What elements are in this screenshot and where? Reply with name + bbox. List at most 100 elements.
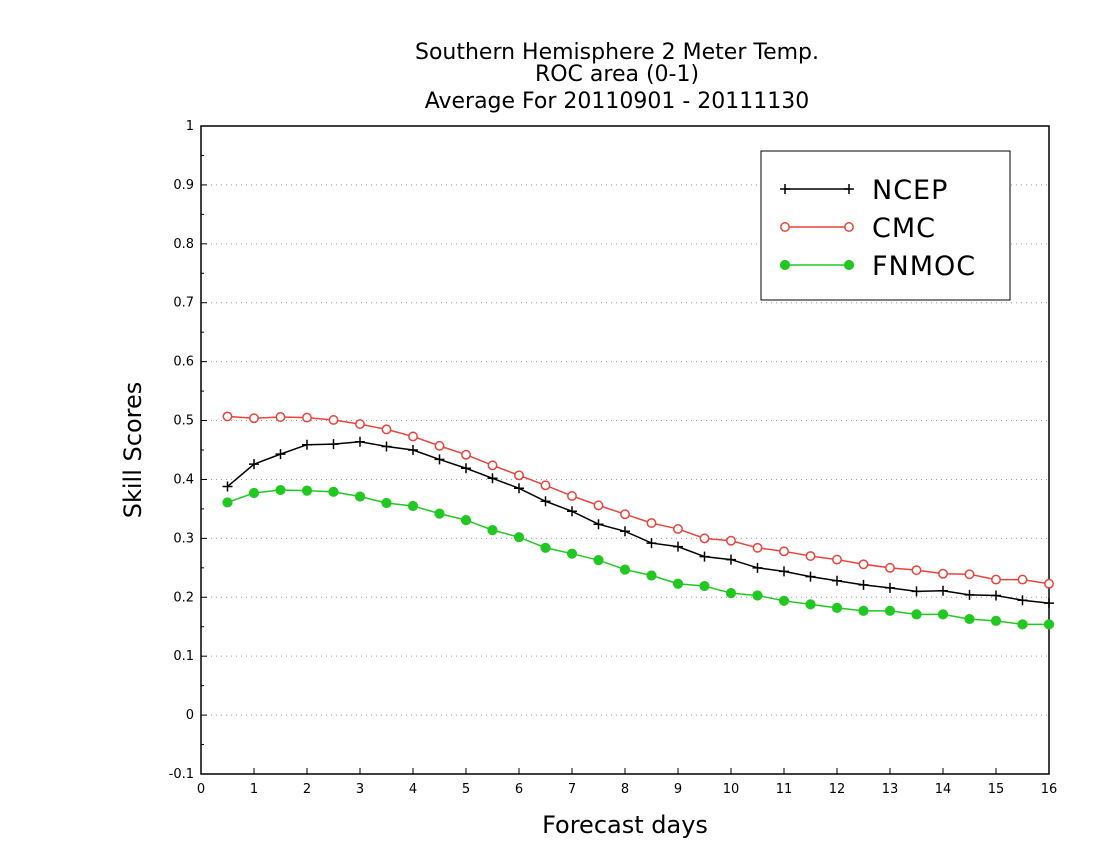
fnmoc-line: [227, 489, 1049, 626]
y-tick-label: 0.1: [173, 649, 194, 664]
y-tick-label: -0.1: [169, 767, 194, 782]
fnmoc-point: [513, 532, 525, 543]
cmc-point: [355, 419, 365, 430]
legend-label-ncep: NCEP: [872, 175, 948, 206]
fnmoc-point: [619, 564, 631, 575]
x-tick-label: 1: [250, 782, 258, 797]
ncep-point: [249, 459, 259, 470]
y-tick-label: 0.4: [173, 472, 194, 487]
fnmoc-point: [646, 570, 657, 581]
ncep-point: [673, 541, 683, 552]
cmc-point: [222, 411, 233, 422]
cmc-point: [964, 569, 975, 580]
x-tick-label: 9: [674, 782, 682, 797]
ncep-point: [567, 506, 577, 517]
y-tick-label: 0.5: [173, 414, 194, 429]
cmc-point: [858, 559, 869, 570]
legend: NCEP CMC FNMOC: [760, 150, 1011, 301]
fnmoc-point: [328, 486, 339, 497]
cmc-point: [673, 523, 683, 534]
fnmoc-point: [699, 580, 710, 592]
fnmoc-point: [222, 497, 233, 508]
ncep-point: [434, 454, 445, 465]
x-tick-label: 2: [303, 782, 311, 797]
fnmoc-point: [752, 590, 763, 601]
cmc-point: [779, 546, 789, 557]
cmc-point: [487, 460, 498, 471]
fnmoc-point: [937, 609, 949, 620]
fnmoc-point: [381, 497, 392, 509]
cmc-point: [302, 412, 312, 423]
cmc-point: [593, 500, 604, 511]
cmc-point: [381, 424, 392, 435]
cmc-point: [991, 574, 1001, 585]
cmc-point: [938, 568, 948, 579]
y-tick-label: 0.8: [173, 237, 194, 252]
cmc-point: [832, 554, 842, 565]
ncep-point: [275, 449, 286, 460]
x-tick-label: 7: [568, 782, 576, 797]
cmc-point: [461, 449, 471, 460]
chart-title-line-3: Average For 20110901 - 20111130: [425, 89, 810, 114]
legend-marker-cmc: [844, 222, 854, 232]
fnmoc-point: [248, 487, 260, 499]
fnmoc-point: [778, 595, 790, 606]
ncep-point: [355, 436, 365, 447]
cmc-point: [911, 565, 922, 576]
y-tick-label: 0.9: [173, 178, 194, 193]
ncep-point: [514, 483, 524, 494]
cmc-point: [726, 535, 736, 546]
cmc-point: [699, 533, 710, 544]
x-tick-label: 10: [723, 782, 740, 797]
fnmoc-point: [805, 599, 816, 610]
cmc-point: [885, 562, 895, 573]
ncep-point: [487, 473, 498, 484]
y-tick-label: 0.6: [173, 355, 194, 370]
x-tick-label: 5: [462, 782, 470, 797]
fnmoc-point: [540, 542, 551, 553]
fnmoc-point: [1043, 619, 1055, 630]
x-tick-label: 6: [515, 782, 523, 797]
ncep-point: [938, 585, 948, 596]
cmc-line: [227, 415, 1050, 585]
fnmoc-point: [354, 491, 366, 502]
cmc-point: [408, 431, 418, 442]
ncep-point: [302, 439, 312, 450]
x-tick-label: 15: [988, 782, 1005, 797]
fnmoc-point: [460, 515, 472, 526]
legend-label-cmc: CMC: [872, 213, 936, 244]
axis-ticks: -0.100.10.20.30.40.50.60.70.80.910 1 2 3 4 5 6…: [169, 119, 1058, 797]
ncep-point: [699, 551, 710, 562]
series-layer: [222, 411, 1055, 630]
ncep-point: [461, 463, 471, 474]
ncep-point: [752, 562, 763, 573]
ncep-point: [540, 496, 551, 507]
fnmoc-point: [911, 609, 922, 620]
ncep-point: [1044, 598, 1054, 609]
ncep-point: [381, 441, 392, 452]
cmc-point: [805, 551, 816, 561]
cmc-point: [752, 542, 763, 553]
chart-title-line-2: ROC area (0-1): [535, 62, 699, 87]
ncep-point: [858, 579, 869, 590]
ncep-point: [805, 571, 816, 582]
cmc-point: [275, 412, 286, 422]
legend-box: [760, 150, 1011, 301]
cmc-point: [540, 480, 551, 491]
fnmoc-point: [672, 578, 684, 589]
legend-marker-cmc: [780, 222, 790, 232]
x-tick-label: 3: [356, 782, 364, 797]
fnmoc-point: [858, 605, 869, 616]
ncep-point: [620, 526, 630, 537]
ncep-point: [222, 481, 233, 492]
ncep-point: [726, 554, 736, 565]
fnmoc-point: [566, 548, 578, 559]
x-tick-label: 16: [1041, 782, 1058, 797]
cmc-point: [249, 413, 259, 424]
fnmoc-point: [1017, 619, 1028, 630]
cmc-point: [434, 440, 445, 451]
ncep-point: [328, 439, 339, 450]
y-tick-label: 0.3: [173, 531, 194, 546]
cmc-point: [1044, 578, 1054, 589]
